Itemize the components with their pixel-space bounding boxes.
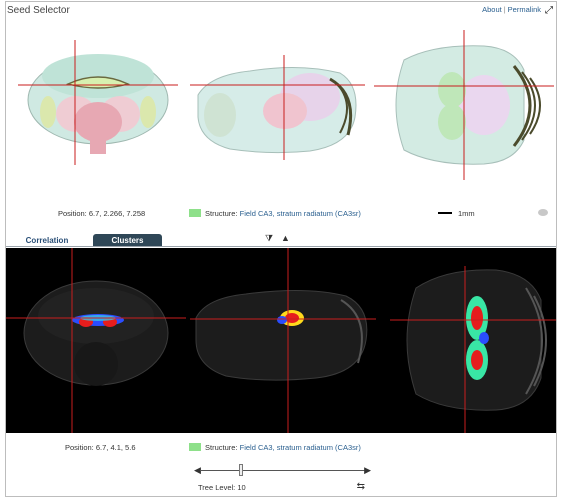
eye-icon[interactable] bbox=[538, 209, 548, 216]
scale-readout: 1mm bbox=[438, 209, 475, 218]
filter-down-icon[interactable]: ⧩ bbox=[265, 233, 274, 243]
top-position-readout: Position: 6.7, 2.266, 7.258 bbox=[58, 209, 145, 218]
sagittal-atlas-view[interactable] bbox=[190, 55, 365, 160]
swap-arrows-icon[interactable]: ⇆ bbox=[356, 481, 365, 492]
link-separator: | bbox=[503, 5, 506, 14]
structure-link[interactable]: Field CA3, stratum radiatum (CA3sr) bbox=[239, 443, 361, 452]
tab-clusters[interactable]: Clusters bbox=[93, 234, 162, 247]
position-label: Position: bbox=[58, 209, 87, 218]
tree-level-slider[interactable]: ◀ ▶ Tree Level: 10 ⇆ bbox=[194, 462, 371, 492]
arrow-right-icon: ▶ bbox=[364, 465, 371, 475]
seed-selector-frame bbox=[5, 1, 557, 497]
coronal-cluster-blob bbox=[72, 314, 124, 327]
structure-color-swatch bbox=[189, 209, 201, 217]
cluster-views-panel bbox=[6, 248, 556, 433]
structure-label: Structure: bbox=[205, 209, 238, 218]
structure-link[interactable]: Field CA3, stratum radiatum (CA3sr) bbox=[239, 209, 361, 218]
about-link[interactable]: About bbox=[482, 5, 502, 14]
position-value: 6.7, 2.266, 7.258 bbox=[88, 209, 146, 218]
slider-thumb[interactable] bbox=[239, 464, 244, 476]
panel-title: Seed Selector bbox=[7, 5, 70, 16]
position-label: Position: bbox=[65, 443, 94, 452]
top-structure-readout: Structure: Field CA3, stratum radiatum (… bbox=[189, 209, 361, 218]
scale-bar bbox=[438, 212, 452, 214]
tab-correlation[interactable]: Correlation bbox=[12, 234, 82, 247]
structure-label: Structure: bbox=[205, 443, 238, 452]
position-value: 6.7, 4.1, 5.6 bbox=[95, 443, 136, 452]
structure-color-swatch bbox=[189, 443, 201, 451]
arrow-left-icon: ◀ bbox=[194, 465, 201, 475]
bottom-structure-readout: Structure: Field CA3, stratum radiatum (… bbox=[189, 443, 361, 452]
slider-track[interactable] bbox=[200, 470, 365, 471]
top-links: About | Permalink ⤢ bbox=[482, 5, 553, 16]
cluster-views-svg[interactable] bbox=[6, 248, 556, 433]
expand-icon[interactable]: ⤢ bbox=[545, 5, 553, 16]
coronal-atlas-view[interactable] bbox=[18, 40, 178, 165]
horizontal-cluster-blob bbox=[466, 296, 489, 380]
horizontal-atlas-view[interactable] bbox=[374, 30, 554, 180]
permalink-link[interactable]: Permalink bbox=[507, 5, 541, 14]
triangle-up-icon[interactable]: ▲ bbox=[281, 233, 290, 243]
tab-divider bbox=[6, 246, 556, 247]
scale-label: 1mm bbox=[458, 209, 475, 218]
bottom-position-readout: Position: 6.7, 4.1, 5.6 bbox=[65, 443, 136, 452]
tree-level-label: Tree Level: 10 bbox=[198, 483, 246, 492]
